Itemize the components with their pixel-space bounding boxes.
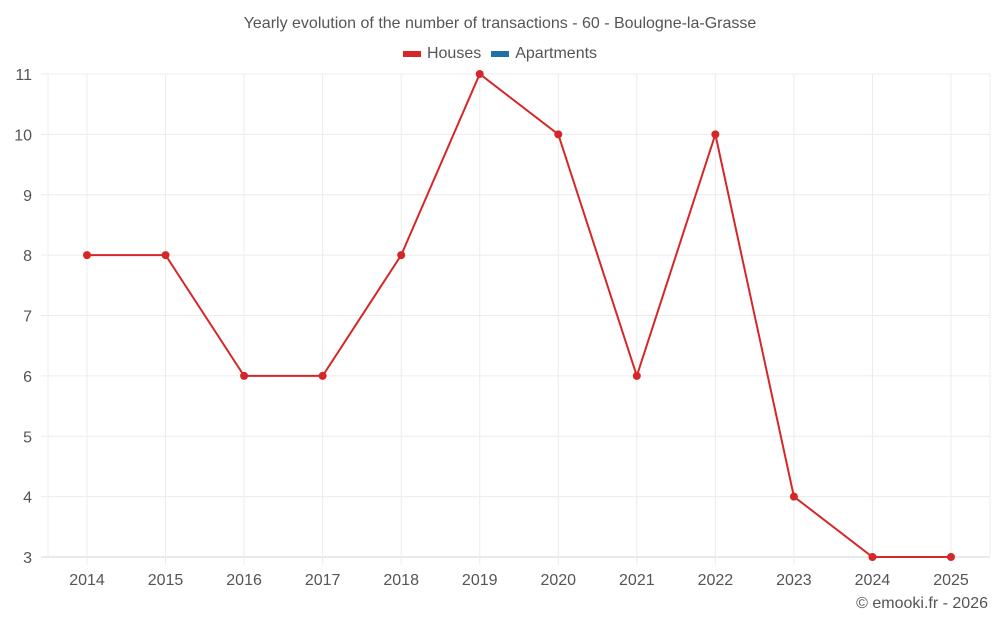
x-tick-label: 2020	[540, 572, 576, 589]
x-tick-label: 2024	[855, 572, 891, 589]
data-point	[475, 70, 484, 78]
data-point	[947, 553, 955, 561]
x-tick-label: 2016	[226, 572, 262, 589]
y-tick-label: 3	[23, 550, 32, 567]
y-tick-label: 11	[15, 67, 32, 84]
y-tick-label: 7	[23, 309, 32, 326]
x-tick-label: 2018	[383, 572, 419, 589]
legend-label: Houses	[426, 45, 482, 62]
y-tick-label: 6	[23, 369, 32, 386]
data-point	[711, 130, 720, 139]
x-tick-label: 2021	[619, 572, 655, 589]
data-point	[554, 130, 563, 139]
y-tick-label: 10	[14, 127, 32, 144]
data-point	[83, 251, 91, 260]
data-point	[161, 251, 170, 260]
legend-item-houses[interactable]: Houses	[402, 45, 482, 63]
data-point	[240, 371, 249, 380]
x-tick-label: 2014	[69, 572, 105, 589]
legend-item-apartments[interactable]: Apartments	[491, 45, 597, 63]
legend-label: Apartments	[515, 45, 598, 62]
y-tick-label: 8	[23, 248, 32, 265]
y-tick-label: 9	[23, 188, 32, 205]
data-point	[632, 371, 641, 380]
y-tick-label: 5	[23, 429, 32, 446]
y-tick-label: 4	[23, 490, 32, 507]
apartments-swatch-icon	[491, 51, 510, 57]
x-tick-label: 2022	[698, 572, 734, 589]
series-line	[87, 72, 951, 558]
data-point	[318, 371, 327, 380]
houses-swatch-icon	[402, 51, 421, 57]
x-tick-label: 2019	[462, 572, 498, 589]
x-tick-label: 2015	[148, 572, 184, 589]
data-point	[397, 251, 406, 260]
legend: Houses Apartments	[0, 45, 1000, 63]
x-tick-label: 2023	[776, 572, 812, 589]
copyright-footer: © emooki.fr - 2026	[856, 595, 988, 612]
chart-title: Yearly evolution of the number of transa…	[243, 15, 757, 32]
x-tick-label: 2025	[933, 572, 969, 589]
x-tick-label: 2017	[305, 572, 341, 589]
data-point	[789, 492, 798, 501]
data-point	[868, 553, 877, 561]
